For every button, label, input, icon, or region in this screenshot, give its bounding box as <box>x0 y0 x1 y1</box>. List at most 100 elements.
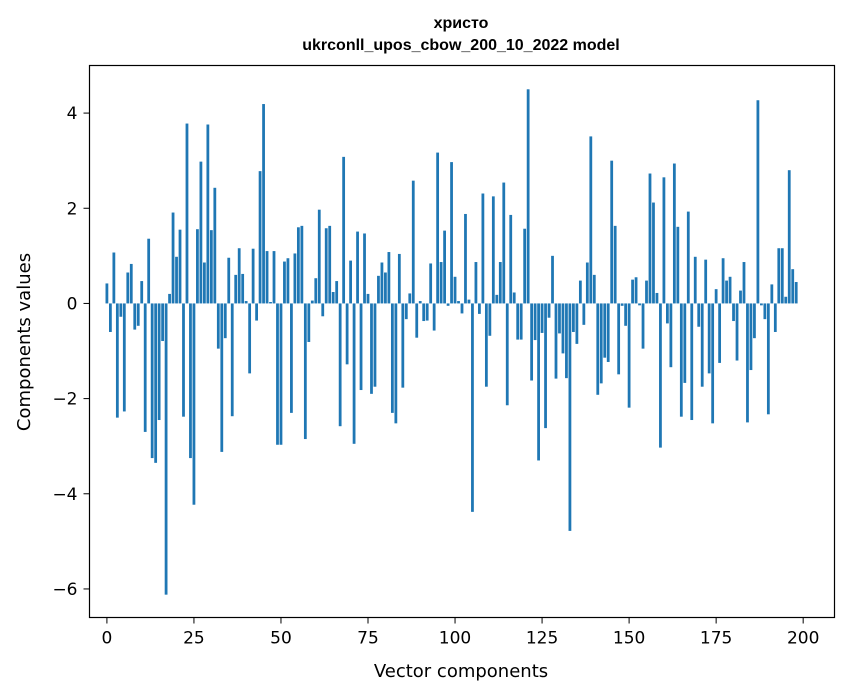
bar-89 <box>415 303 419 338</box>
bar-93 <box>429 263 433 304</box>
bar-90 <box>418 301 422 304</box>
bar-37 <box>234 274 238 304</box>
bar-100 <box>453 276 457 304</box>
bar-150 <box>627 303 631 408</box>
bar-45 <box>262 104 265 304</box>
bar-58 <box>307 303 311 342</box>
chart-title-line2: ukrconll_upos_cbow_200_10_2022 model <box>302 37 619 54</box>
bar-143 <box>603 303 607 358</box>
bar-54 <box>293 253 297 304</box>
bar-180 <box>732 303 735 322</box>
bar-109 <box>484 303 488 387</box>
bar-8 <box>133 303 137 330</box>
bar-160 <box>662 177 666 304</box>
bar-190 <box>766 303 770 415</box>
x-axis-label: Vector components <box>374 661 548 682</box>
bar-169 <box>693 256 697 304</box>
bar-87 <box>408 293 412 304</box>
bar-6 <box>126 272 130 304</box>
bar-60 <box>314 278 318 304</box>
bar-196 <box>787 170 791 304</box>
bar-70 <box>349 260 352 304</box>
bar-83 <box>394 303 398 424</box>
bar-99 <box>450 162 453 304</box>
bar-155 <box>645 280 648 304</box>
bar-158 <box>655 292 659 304</box>
bar-197 <box>791 269 795 304</box>
bar-135 <box>575 303 579 344</box>
bar-111 <box>491 196 495 304</box>
bar-104 <box>467 299 471 304</box>
bar-115 <box>505 303 509 406</box>
bar-78 <box>377 275 380 304</box>
bar-177 <box>721 258 725 304</box>
bar-122 <box>530 303 534 381</box>
bar-183 <box>742 262 746 304</box>
x-tick-label: 0 <box>101 629 112 649</box>
bar-68 <box>342 156 346 304</box>
bar-24 <box>189 303 192 459</box>
bar-47 <box>269 302 272 304</box>
bar-127 <box>547 303 551 318</box>
bar-7 <box>129 263 133 304</box>
bar-0 <box>105 283 109 304</box>
bar-75 <box>366 293 370 304</box>
bar-193 <box>777 248 781 304</box>
bar-148 <box>620 303 624 306</box>
bar-62 <box>321 303 325 317</box>
bar-154 <box>641 303 645 349</box>
bar-86 <box>404 303 408 320</box>
bar-65 <box>331 292 335 304</box>
bar-105 <box>471 303 474 512</box>
bar-171 <box>700 303 704 387</box>
bar-112 <box>495 294 499 304</box>
bar-159 <box>659 303 662 448</box>
bar-49 <box>276 303 279 445</box>
bar-156 <box>648 173 652 304</box>
bar-146 <box>613 225 617 304</box>
bar-73 <box>359 303 363 391</box>
bar-77 <box>373 303 377 387</box>
bar-74 <box>363 233 366 304</box>
bar-116 <box>509 214 513 304</box>
bar-139 <box>589 136 593 304</box>
bar-102 <box>460 303 464 314</box>
bar-123 <box>533 303 537 341</box>
bar-84 <box>397 253 401 304</box>
bar-21 <box>178 229 182 304</box>
bar-33 <box>220 303 224 452</box>
x-tick-label: 25 <box>183 629 205 649</box>
bar-11 <box>143 303 147 432</box>
bar-170 <box>697 303 701 327</box>
bar-125 <box>540 303 544 333</box>
bar-66 <box>335 281 339 304</box>
bar-63 <box>324 228 328 304</box>
bar-195 <box>784 296 788 304</box>
bar-67 <box>338 303 342 427</box>
bar-175 <box>714 289 718 304</box>
bar-133 <box>568 303 572 531</box>
bar-138 <box>585 262 589 304</box>
bar-181 <box>735 303 739 361</box>
bar-134 <box>572 303 575 332</box>
bar-79 <box>380 262 384 304</box>
bar-15 <box>157 303 161 421</box>
bar-163 <box>672 163 676 304</box>
bar-22 <box>182 303 185 417</box>
bar-191 <box>770 284 774 304</box>
bar-25 <box>192 303 196 505</box>
x-tick-label: 50 <box>270 629 292 649</box>
bar-30 <box>209 230 213 304</box>
bar-2 <box>112 252 116 304</box>
bar-64 <box>328 225 332 304</box>
y-tick-label: −6 <box>52 580 77 600</box>
bar-41 <box>248 303 252 374</box>
bar-124 <box>537 303 540 461</box>
bar-194 <box>780 248 784 304</box>
bar-98 <box>446 303 450 306</box>
bar-128 <box>551 255 554 304</box>
y-tick-label: 2 <box>67 199 78 219</box>
bar-20 <box>175 256 178 304</box>
bar-161 <box>666 303 669 324</box>
x-axis-ticks: 0 25 50 75 100 125 150 175 200 <box>101 617 819 649</box>
